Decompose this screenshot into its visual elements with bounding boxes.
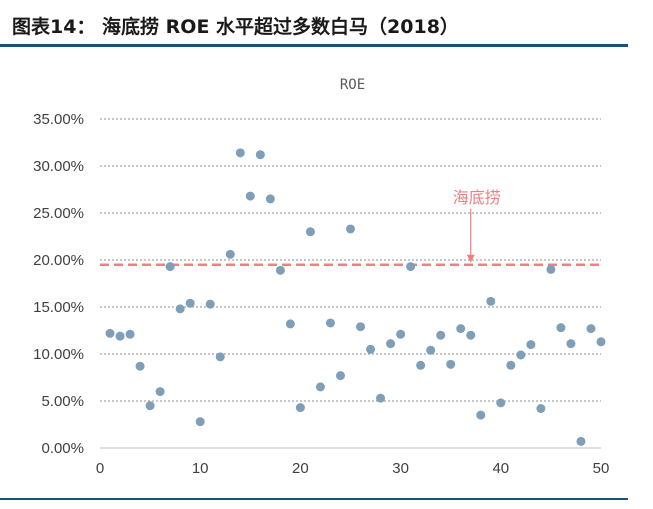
data-point	[536, 404, 546, 414]
data-point	[315, 382, 325, 392]
y-tick-label: 5.00%	[41, 393, 84, 410]
annotation-label: 海底捞	[453, 188, 501, 207]
y-axis-ticks: 0.00% 5.00% 10.00% 15.00% 20.00% 25.00% 30.00%…	[33, 111, 84, 457]
data-point	[596, 337, 606, 347]
data-point	[175, 304, 185, 314]
data-point	[456, 324, 466, 334]
figure-title: 图表14： 海底捞 ROE 水平超过多数白马（2018）	[12, 16, 459, 38]
data-point	[105, 328, 115, 338]
data-point	[285, 319, 295, 329]
data-point	[235, 148, 245, 158]
data-point	[346, 224, 355, 234]
y-tick-label: 10.00%	[33, 346, 84, 363]
data-point	[265, 194, 275, 204]
data-point	[325, 318, 335, 328]
annotation-arrow-head	[466, 254, 475, 263]
y-tick-label: 0.00%	[41, 440, 84, 457]
data-point	[476, 410, 486, 420]
x-tick-label: 20	[292, 460, 309, 477]
data-point	[135, 361, 145, 371]
data-point	[416, 360, 426, 370]
data-point	[356, 322, 366, 332]
data-point	[466, 330, 476, 340]
data-point	[566, 339, 576, 349]
x-axis-ticks: 0 10 20 30 40 50	[96, 460, 610, 477]
grid-lines	[100, 118, 601, 402]
data-point	[376, 393, 386, 403]
data-point	[366, 344, 376, 354]
data-point	[275, 265, 285, 275]
data-point	[436, 330, 446, 340]
data-point	[516, 350, 526, 360]
x-tick-label: 0	[96, 460, 104, 477]
data-point	[225, 249, 235, 259]
y-tick-label: 15.00%	[33, 299, 84, 316]
x-tick-label: 10	[192, 460, 209, 477]
x-tick-label: 50	[593, 460, 610, 477]
data-point	[335, 371, 345, 381]
data-point	[556, 323, 566, 333]
data-point	[215, 352, 225, 362]
data-point	[185, 298, 195, 308]
data-point	[305, 227, 315, 237]
data-point	[586, 324, 596, 334]
data-point	[155, 387, 165, 397]
data-point	[386, 339, 396, 349]
data-point	[526, 340, 536, 350]
data-points	[105, 148, 606, 446]
data-point	[195, 417, 205, 427]
data-point	[205, 299, 215, 309]
data-point	[576, 436, 586, 446]
data-point	[115, 331, 125, 341]
data-point	[295, 403, 305, 413]
data-point	[125, 329, 135, 339]
data-point	[506, 360, 516, 370]
data-point	[486, 296, 496, 306]
x-tick-label: 40	[492, 460, 509, 477]
data-point	[396, 329, 406, 339]
y-tick-label: 35.00%	[33, 111, 84, 128]
data-point	[546, 264, 556, 274]
data-point	[255, 150, 265, 160]
y-tick-label: 25.00%	[33, 205, 84, 222]
chart-title: ROE	[340, 77, 365, 93]
data-point	[245, 191, 255, 201]
footer-rule	[0, 498, 628, 500]
data-point	[496, 398, 506, 408]
title-rule	[0, 44, 628, 47]
data-point	[446, 359, 456, 369]
y-tick-label: 20.00%	[33, 252, 84, 269]
data-point	[165, 262, 175, 272]
data-point	[145, 401, 155, 411]
x-tick-label: 30	[392, 460, 409, 477]
data-point	[406, 262, 416, 272]
y-tick-label: 30.00%	[33, 158, 84, 175]
data-point	[426, 345, 436, 355]
